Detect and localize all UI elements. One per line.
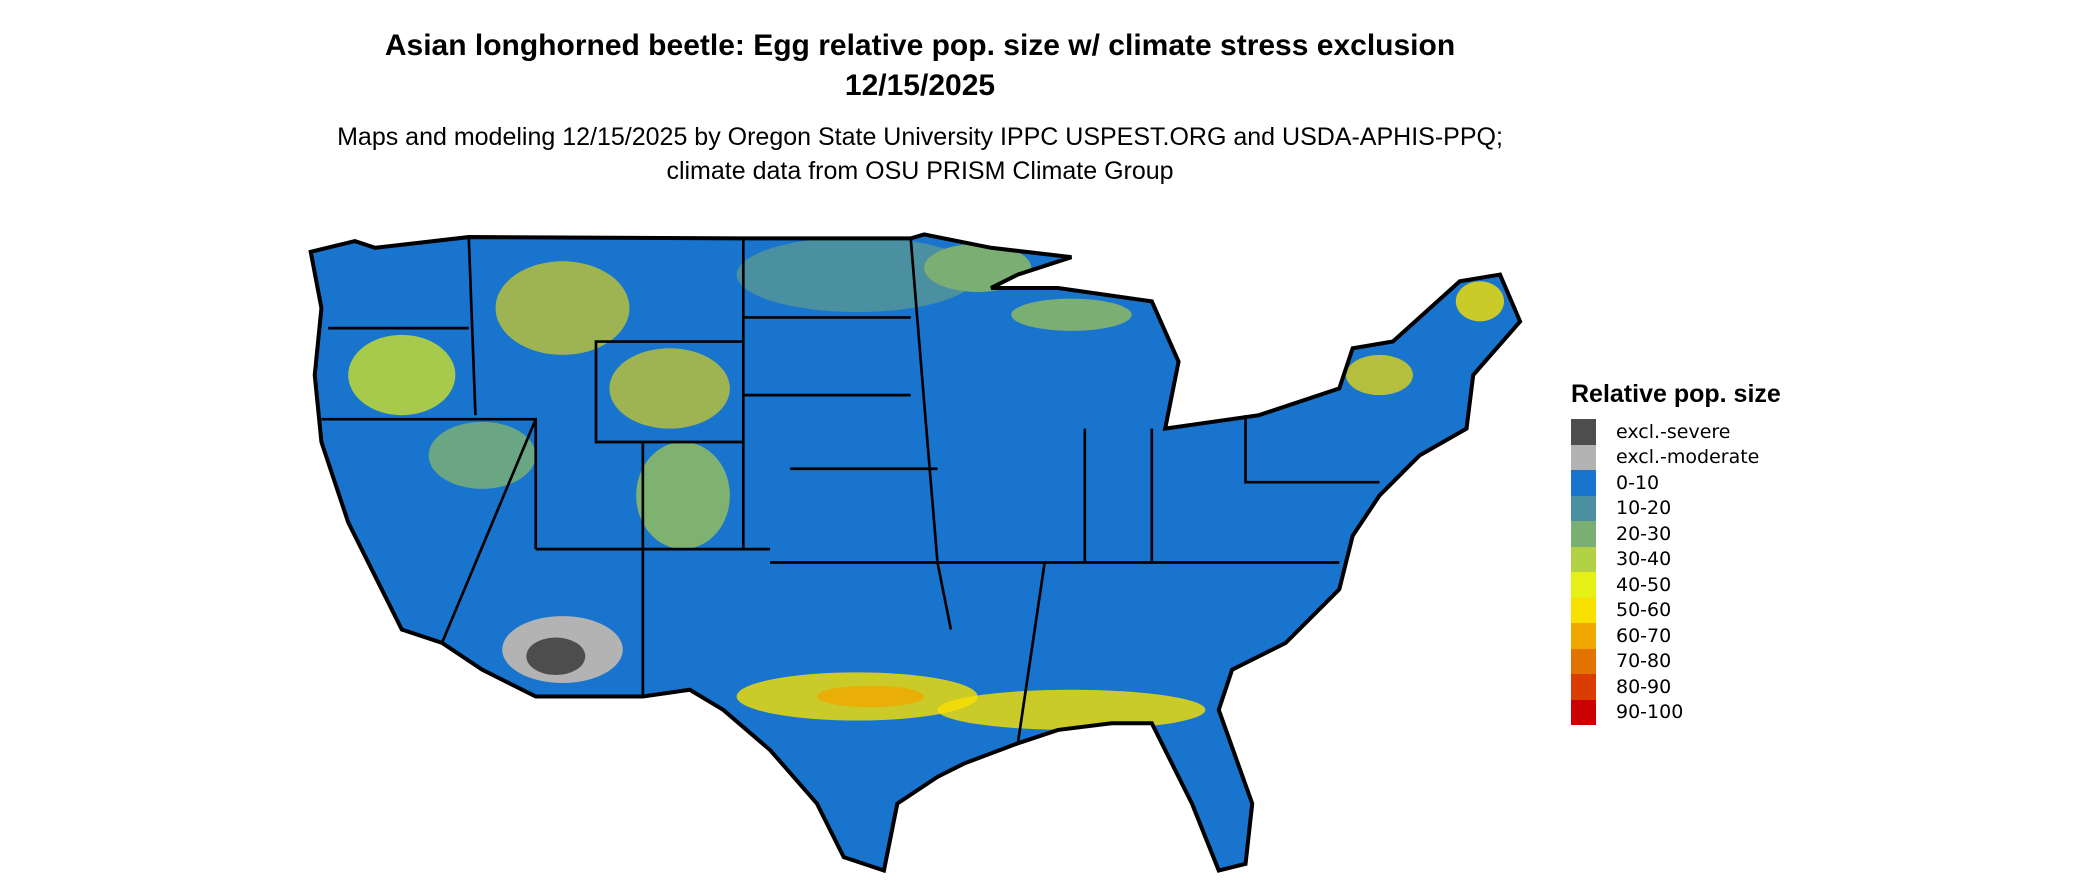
legend-item: 50-60 — [1571, 597, 1781, 623]
legend-item: 80-90 — [1571, 674, 1781, 700]
legend-item: excl.-severe — [1571, 419, 1781, 445]
us-land — [311, 234, 1520, 870]
legend-swatch — [1571, 597, 1596, 623]
legend-item: 0-10 — [1571, 470, 1781, 496]
map-subtitle: Maps and modeling 12/15/2025 by Oregon S… — [337, 123, 1503, 185]
legend-item: 60-70 — [1571, 623, 1781, 649]
legend-label: 70-80 — [1616, 650, 1672, 673]
legend-item: 30-40 — [1571, 546, 1781, 572]
legend-label: 90-100 — [1616, 701, 1684, 724]
legend-title: Relative pop. size — [1571, 380, 1781, 408]
legend-swatch — [1571, 444, 1596, 470]
legend-swatch — [1571, 572, 1596, 598]
legend-label: 0-10 — [1616, 471, 1660, 494]
legend-label: 80-90 — [1616, 675, 1672, 698]
legend-item: 20-30 — [1571, 521, 1781, 547]
map-title: Asian longhorned beetle: Egg relative po… — [384, 29, 1456, 102]
legend-label: 60-70 — [1616, 624, 1672, 647]
legend-label: 40-50 — [1616, 573, 1672, 596]
legend-label: 50-60 — [1616, 599, 1672, 622]
legend-item: 90-100 — [1571, 699, 1781, 725]
legend-label: 30-40 — [1616, 548, 1672, 571]
legend-swatch — [1571, 546, 1596, 572]
legend-swatch — [1571, 495, 1596, 521]
legend-item: excl.-moderate — [1571, 444, 1781, 470]
legend-swatch — [1571, 674, 1596, 700]
legend-item: 10-20 — [1571, 495, 1781, 521]
legend-swatch — [1571, 648, 1596, 674]
legend-swatch — [1571, 623, 1596, 649]
legend-label: 20-30 — [1616, 522, 1672, 545]
legend-label: excl.-severe — [1616, 420, 1731, 443]
legend: Relative pop. size excl.-severe excl.-mod… — [1571, 380, 1781, 725]
risk-regions — [348, 237, 1505, 730]
legend-swatch — [1571, 521, 1596, 547]
legend-item: 40-50 — [1571, 572, 1781, 598]
legend-label: excl.-moderate — [1616, 446, 1760, 469]
legend-item: 70-80 — [1571, 648, 1781, 674]
legend-label: 10-20 — [1616, 497, 1672, 520]
legend-swatch — [1571, 470, 1596, 496]
legend-swatch — [1571, 699, 1596, 725]
state-borders — [321, 237, 1380, 744]
legend-swatch — [1571, 419, 1596, 445]
